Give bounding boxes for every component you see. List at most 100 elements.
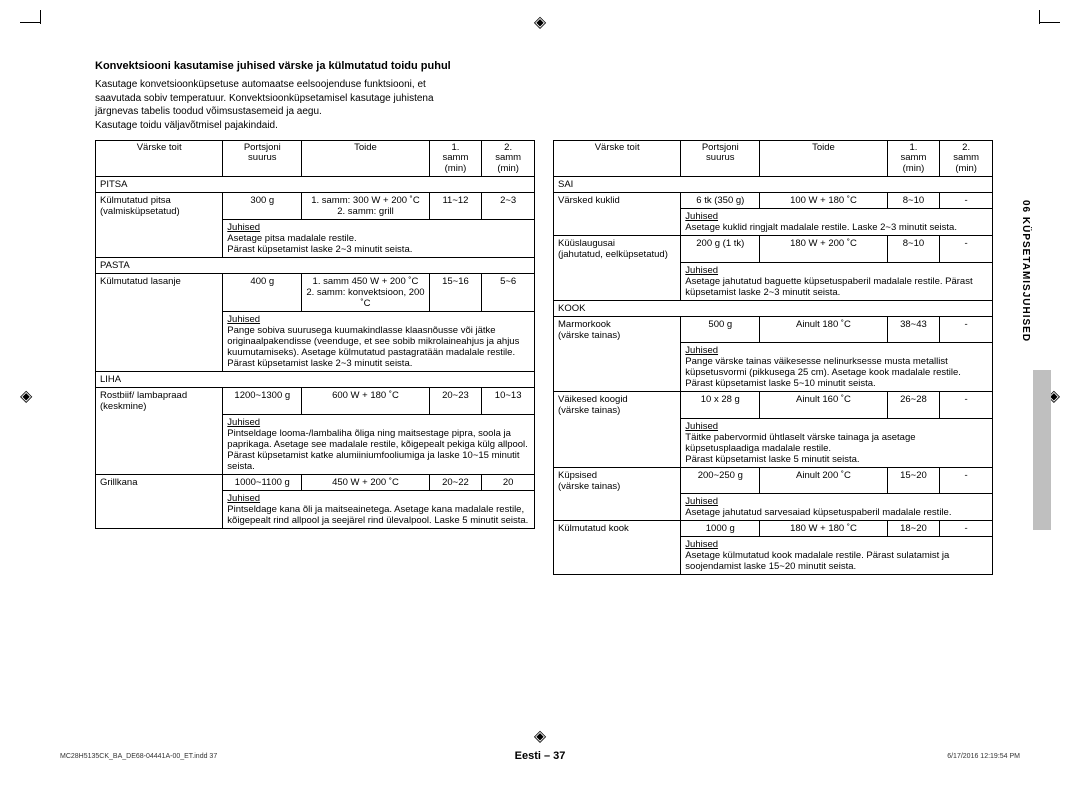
- th-portion: Portsjonisuurus: [223, 141, 302, 177]
- crop-mark: [1040, 22, 1060, 23]
- cell-food: Grillkana: [96, 474, 223, 490]
- cell-power: 450 W + 200 ˚C: [302, 474, 429, 490]
- cell-power: 100 W + 180 ˚C: [760, 193, 887, 209]
- instruction-text: Asetage pitsa madalale restile.Pärast kü…: [227, 233, 530, 255]
- cell-instruction: Juhised Pange sobiva suurusega kuumakind…: [223, 312, 535, 372]
- cell-food-cont: [96, 490, 223, 528]
- cell-food-cont: [554, 418, 681, 467]
- cell-portion: 500 g: [681, 316, 760, 343]
- cell-instruction: Juhised Asetage kuklid ringjalt madalale…: [681, 209, 993, 236]
- cell-power: Ainult 200 ˚C: [760, 467, 887, 494]
- cell-food-cont: [554, 537, 681, 575]
- crop-mark: [40, 10, 41, 24]
- cell-portion: 200 g (1 tk): [681, 236, 760, 263]
- instruction-text: Asetage jahutatud sarvesaiad küpsetuspab…: [685, 507, 988, 518]
- cell-food-cont: [554, 494, 681, 521]
- instruction-text: Pange sobiva suurusega kuumakindlasse kl…: [227, 325, 530, 369]
- cell-step1: 8~10: [887, 236, 940, 263]
- cell-food: Rostbiif/ lambapraad(keskmine): [96, 388, 223, 415]
- cell-step1: 15~20: [887, 467, 940, 494]
- cell-instruction: Juhised Pintseldage kana õli ja maitseai…: [223, 490, 535, 528]
- table-section-row: PASTA: [96, 258, 535, 274]
- th-food: Värske toit: [96, 141, 223, 177]
- page-heading: Konvektsiooni kasutamise juhised värske …: [95, 60, 1020, 72]
- cell-step2: -: [940, 467, 993, 494]
- table-row: Külmutatud lasanje 400 g 1. samm 450 W +…: [96, 274, 535, 312]
- cell-step1: 18~20: [887, 521, 940, 537]
- cell-food: Külmutatud lasanje: [96, 274, 223, 312]
- instruction-title: Juhised: [685, 265, 988, 276]
- cell-step2: -: [940, 193, 993, 209]
- cooking-table-left: Värske toit Portsjonisuurus Toide 1.samm…: [95, 140, 535, 529]
- instruction-text: Pintseldage kana õli ja maitseainetega. …: [227, 504, 530, 526]
- intro-text: Kasutage konvetsioonküpsetuse automaatse…: [95, 78, 535, 132]
- table-row: Rostbiif/ lambapraad(keskmine) 1200~1300…: [96, 388, 535, 415]
- cell-food: Külmutatud kook: [554, 521, 681, 537]
- cell-step2: -: [940, 521, 993, 537]
- cell-portion: 1000 g: [681, 521, 760, 537]
- th-step2: 2.samm (min): [940, 141, 993, 177]
- table-row: Väikesed koogid(värske tainas) 10 x 28 g…: [554, 392, 993, 419]
- cell-food-cont: [554, 209, 681, 236]
- cell-power: 1. samm: 300 W + 200 ˚C2. samm: grill: [302, 193, 429, 220]
- table-header-row: Värske toit Portsjonisuurus Toide 1.samm…: [96, 141, 535, 177]
- cell-power: 1. samm 450 W + 200 ˚C2. samm: konvektsi…: [302, 274, 429, 312]
- registration-mark-bottom: ◈: [534, 726, 546, 746]
- cell-instruction: Juhised Täitke pabervormid ühtlaselt vär…: [681, 418, 993, 467]
- cell-food: Värsked kuklid: [554, 193, 681, 209]
- cell-step2: 2~3: [482, 193, 535, 220]
- cell-instruction: Juhised Pange värske tainas väikesesse n…: [681, 343, 993, 392]
- cell-step1: 26~28: [887, 392, 940, 419]
- cell-step1: 8~10: [887, 193, 940, 209]
- cell-step1: 15~16: [429, 274, 482, 312]
- cell-power: 180 W + 180 ˚C: [760, 521, 887, 537]
- instruction-title: Juhised: [227, 417, 530, 428]
- cell-food: Väikesed koogid(värske tainas): [554, 392, 681, 419]
- table-row: Grillkana 1000~1100 g 450 W + 200 ˚C 20~…: [96, 474, 535, 490]
- footer-timestamp: 6/17/2016 12:19:54 PM: [947, 753, 1020, 760]
- cell-food-cont: [96, 414, 223, 474]
- cell-portion: 400 g: [223, 274, 302, 312]
- th-step1: 1.samm (min): [887, 141, 940, 177]
- cell-food-cont: [96, 220, 223, 258]
- table-section-row: KOOK: [554, 300, 993, 316]
- table-instruction-row: Juhised Asetage kuklid ringjalt madalale…: [554, 209, 993, 236]
- cell-step2: 20: [482, 474, 535, 490]
- left-column: Värske toit Portsjonisuurus Toide 1.samm…: [95, 140, 535, 529]
- cell-food: Marmorkook(värske tainas): [554, 316, 681, 343]
- table-row: Küüslaugusai(jahutatud, eelküpsetatud) 2…: [554, 236, 993, 263]
- cell-instruction: Juhised Asetage külmutatud kook madalale…: [681, 537, 993, 575]
- footer-filename: MC28H5135CK_BA_DE68-04441A-00_ET.indd 37: [60, 753, 217, 760]
- instruction-text: Täitke pabervormid ühtlaselt värske tain…: [685, 432, 988, 465]
- instruction-text: Asetage kuklid ringjalt madalale restile…: [685, 222, 988, 233]
- registration-mark-top: ◈: [534, 12, 546, 32]
- cell-instruction: Juhised Pintseldage looma-/lambaliha õli…: [223, 414, 535, 474]
- cell-portion: 6 tk (350 g): [681, 193, 760, 209]
- table-instruction-row: Juhised Asetage pitsa madalale restile.P…: [96, 220, 535, 258]
- instruction-text: Pintseldage looma-/lambaliha õliga ning …: [227, 428, 530, 472]
- instruction-text: Asetage jahutatud baguette küpsetuspaber…: [685, 276, 988, 298]
- cell-portion: 1000~1100 g: [223, 474, 302, 490]
- cell-instruction: Juhised Asetage jahutatud sarvesaiad küp…: [681, 494, 993, 521]
- table-row: Marmorkook(värske tainas) 500 g Ainult 1…: [554, 316, 993, 343]
- cell-food-cont: [96, 312, 223, 372]
- cell-portion: 200~250 g: [681, 467, 760, 494]
- cell-power: Ainult 160 ˚C: [760, 392, 887, 419]
- cell-step2: 5~6: [482, 274, 535, 312]
- instruction-title: Juhised: [685, 211, 988, 222]
- table-instruction-row: Juhised Täitke pabervormid ühtlaselt vär…: [554, 418, 993, 467]
- th-power: Toide: [302, 141, 429, 177]
- th-portion: Portsjonisuurus: [681, 141, 760, 177]
- table-section-row: LIHA: [96, 372, 535, 388]
- table-instruction-row: Juhised Asetage jahutatud baguette küpse…: [554, 262, 993, 300]
- cooking-table-right: Värske toit Portsjonisuurus Toide 1.samm…: [553, 140, 993, 575]
- instruction-text: Pange värske tainas väikesesse nelinurks…: [685, 356, 988, 389]
- cell-food: Küüslaugusai(jahutatud, eelküpsetatud): [554, 236, 681, 263]
- th-power: Toide: [760, 141, 887, 177]
- side-gray-block: [1033, 370, 1051, 530]
- instruction-title: Juhised: [685, 421, 988, 432]
- instruction-title: Juhised: [685, 345, 988, 356]
- table-header-row: Värske toit Portsjonisuurus Toide 1.samm…: [554, 141, 993, 177]
- cell-step1: 20~22: [429, 474, 482, 490]
- page-number: Eesti – 37: [515, 750, 566, 762]
